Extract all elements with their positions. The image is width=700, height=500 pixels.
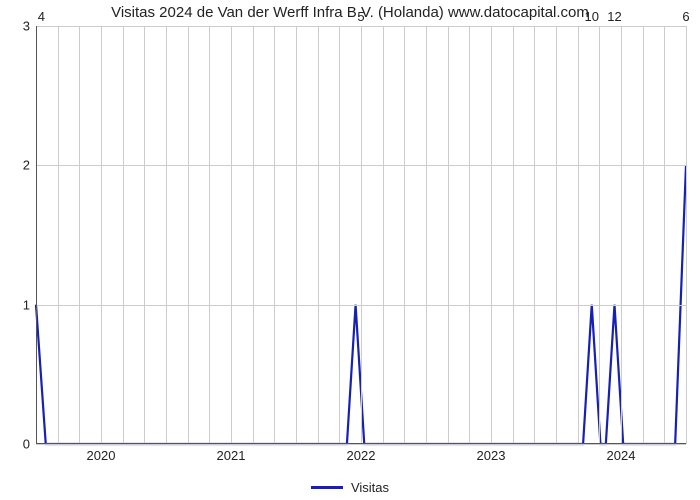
gridline-v	[274, 26, 275, 444]
gridline-v	[231, 26, 232, 444]
gridline-h	[36, 305, 686, 306]
gridline-v	[79, 26, 80, 444]
count-label: 12	[607, 9, 621, 26]
y-tick-label: 1	[23, 297, 36, 312]
gridline-v	[469, 26, 470, 444]
gridline-v	[123, 26, 124, 444]
gridline-h	[36, 26, 686, 27]
legend-swatch	[311, 486, 343, 489]
gridline-v	[643, 26, 644, 444]
gridline-v	[578, 26, 579, 444]
gridline-v	[534, 26, 535, 444]
gridline-v	[513, 26, 514, 444]
x-tick-label: 2020	[87, 444, 116, 463]
gridline-v	[686, 26, 687, 444]
gridline-v	[383, 26, 384, 444]
chart-container: Visitas 2024 de Van der Werff Infra B.V.…	[0, 0, 700, 500]
gridline-v	[339, 26, 340, 444]
gridline-v	[296, 26, 297, 444]
gridline-v	[144, 26, 145, 444]
gridline-v	[101, 26, 102, 444]
count-label: 4	[38, 9, 45, 26]
gridline-v	[448, 26, 449, 444]
y-tick-label: 2	[23, 158, 36, 173]
gridline-h	[36, 165, 686, 166]
gridline-v	[556, 26, 557, 444]
gridline-v	[426, 26, 427, 444]
count-label: 5	[357, 9, 364, 26]
gridline-v	[318, 26, 319, 444]
x-tick-label: 2023	[477, 444, 506, 463]
gridline-v	[253, 26, 254, 444]
gridline-v	[664, 26, 665, 444]
gridline-v	[188, 26, 189, 444]
gridline-v	[209, 26, 210, 444]
gridline-v	[491, 26, 492, 444]
y-tick-label: 3	[23, 19, 36, 34]
legend-label: Visitas	[351, 480, 389, 495]
gridline-v	[58, 26, 59, 444]
y-tick-label: 0	[23, 437, 36, 452]
x-tick-label: 2022	[347, 444, 376, 463]
plot-area: 0123202020212022202320244510126	[36, 26, 686, 444]
gridline-v	[599, 26, 600, 444]
gridline-v	[621, 26, 622, 444]
gridline-v	[166, 26, 167, 444]
legend: Visitas	[0, 476, 700, 495]
gridline-v	[404, 26, 405, 444]
x-tick-label: 2021	[217, 444, 246, 463]
count-label: 10	[585, 9, 599, 26]
y-axis-line	[36, 26, 37, 444]
count-label: 6	[682, 9, 689, 26]
x-tick-label: 2024	[607, 444, 636, 463]
gridline-v	[361, 26, 362, 444]
